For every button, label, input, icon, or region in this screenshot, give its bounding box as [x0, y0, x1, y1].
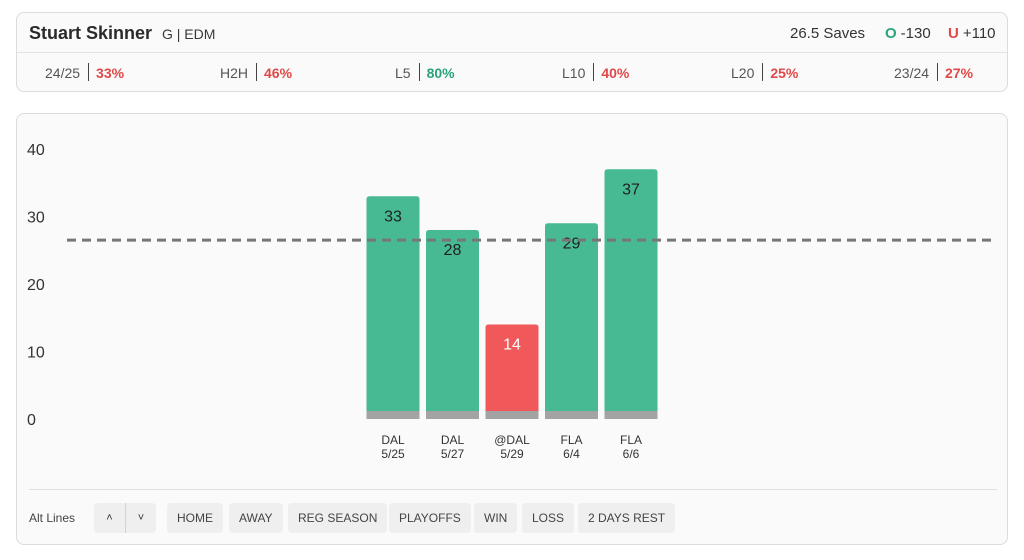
bar-base	[604, 411, 658, 419]
split-label: H2H	[220, 65, 249, 81]
game-log-chart-card: 0 10 20 30 40 33 DAL 5/25 28 DAL 5/27 14 @DAL 5/29 29 F…	[16, 113, 1008, 545]
chart-footer-divider	[29, 489, 997, 490]
split-value: 40%	[601, 65, 630, 81]
player-position-team: G | EDM	[162, 26, 216, 42]
split-value: 80%	[426, 65, 455, 81]
alt-line-down-button[interactable]: ˅	[125, 503, 156, 533]
bar-base	[485, 411, 539, 419]
x-tick-date: 6/4	[563, 447, 580, 461]
filter-reg-season[interactable]: REG SEASON	[288, 503, 388, 533]
over-odds-value: -130	[900, 25, 931, 42]
y-tick-label: 30	[27, 210, 45, 227]
x-tick-opponent: DAL	[441, 433, 465, 447]
bar	[485, 324, 539, 419]
bar	[545, 223, 598, 419]
under-odds-value: +110	[962, 25, 996, 42]
filter-2-days-rest[interactable]: 2 DAYS REST	[578, 503, 676, 533]
x-tick-date: 5/27	[441, 447, 465, 461]
bar-value-label: 37	[622, 181, 640, 198]
alt-line-up-button[interactable]: ˄	[94, 503, 125, 533]
player-prop-header: Stuart Skinner G | EDM 26.5 Saves O -130 …	[16, 12, 1008, 92]
alt-lines-label: Alt Lines	[29, 511, 76, 525]
player-name[interactable]: Stuart Skinner	[29, 23, 153, 43]
x-tick-date: 5/29	[500, 447, 524, 461]
split-l20[interactable]: L20 25%	[731, 63, 799, 83]
bar-value-label: 28	[444, 242, 462, 259]
filter-win[interactable]: WIN	[474, 503, 518, 533]
prop-line: 26.5 Saves	[790, 25, 866, 42]
split-divider	[937, 63, 939, 82]
bar-value-label: 33	[384, 208, 402, 225]
y-tick-label: 10	[27, 345, 45, 362]
bar	[604, 169, 658, 419]
split-divider	[88, 63, 90, 82]
split-label: 23/24	[894, 65, 930, 81]
hit-rate-splits: 24/25 33% H2H 46% L5 80% L10 40% L20 25% 23/2…	[17, 53, 1007, 93]
split-label: 24/25	[45, 65, 81, 81]
split-divider	[256, 63, 258, 82]
over-label: O	[885, 25, 897, 42]
split-l5[interactable]: L5 80%	[395, 63, 455, 83]
over-odds[interactable]: O -130	[885, 25, 931, 42]
split-label: L20	[731, 65, 755, 81]
bar-base	[545, 411, 598, 419]
split-divider	[762, 63, 764, 82]
split-h2h[interactable]: H2H 46%	[220, 63, 293, 83]
bar-value-label: 29	[563, 235, 581, 252]
filter-loss[interactable]: LOSS	[522, 503, 575, 533]
filter-playoffs[interactable]: PLAYOFFS	[389, 503, 471, 533]
split-season[interactable]: 24/25 33%	[45, 63, 125, 83]
bar-base	[426, 411, 479, 419]
split-l10[interactable]: L10 40%	[562, 63, 630, 83]
y-tick-label: 40	[27, 142, 45, 159]
split-label: L10	[562, 65, 586, 81]
header-top-row: Stuart Skinner G | EDM 26.5 Saves O -130 …	[17, 13, 1007, 53]
split-divider	[593, 63, 595, 82]
x-tick-date: 5/25	[381, 447, 405, 461]
chevron-up-icon: ˄	[106, 512, 113, 524]
split-value: 46%	[264, 65, 293, 81]
bar-value-label: 14	[503, 337, 521, 354]
alt-lines-stepper[interactable]: ˄ ˅	[94, 503, 156, 533]
filter-away[interactable]: AWAY	[229, 503, 283, 533]
game-log-bar-chart: 01020304033DAL5/2528DAL5/2714@DAL5/2929F…	[27, 142, 992, 461]
chevron-down-icon: ˅	[137, 512, 145, 524]
bar	[426, 230, 479, 419]
split-value: 25%	[770, 65, 799, 81]
filter-home[interactable]: HOME	[167, 503, 223, 533]
x-tick-date: 6/6	[623, 447, 640, 461]
split-label: L5	[395, 65, 411, 81]
bar-base	[366, 411, 420, 419]
x-tick-opponent: DAL	[381, 433, 405, 447]
bar	[366, 196, 420, 419]
x-tick-opponent: @DAL	[494, 433, 530, 447]
split-divider	[418, 63, 420, 82]
y-tick-label: 20	[27, 277, 45, 294]
under-label: U	[948, 25, 959, 42]
split-value: 33%	[96, 65, 125, 81]
y-tick-label: 0	[27, 412, 36, 429]
x-tick-opponent: FLA	[560, 433, 582, 447]
under-odds[interactable]: U +110	[948, 25, 996, 42]
split-value: 27%	[945, 65, 974, 81]
split-last-season[interactable]: 23/24 27%	[894, 63, 974, 83]
x-tick-opponent: FLA	[620, 433, 642, 447]
